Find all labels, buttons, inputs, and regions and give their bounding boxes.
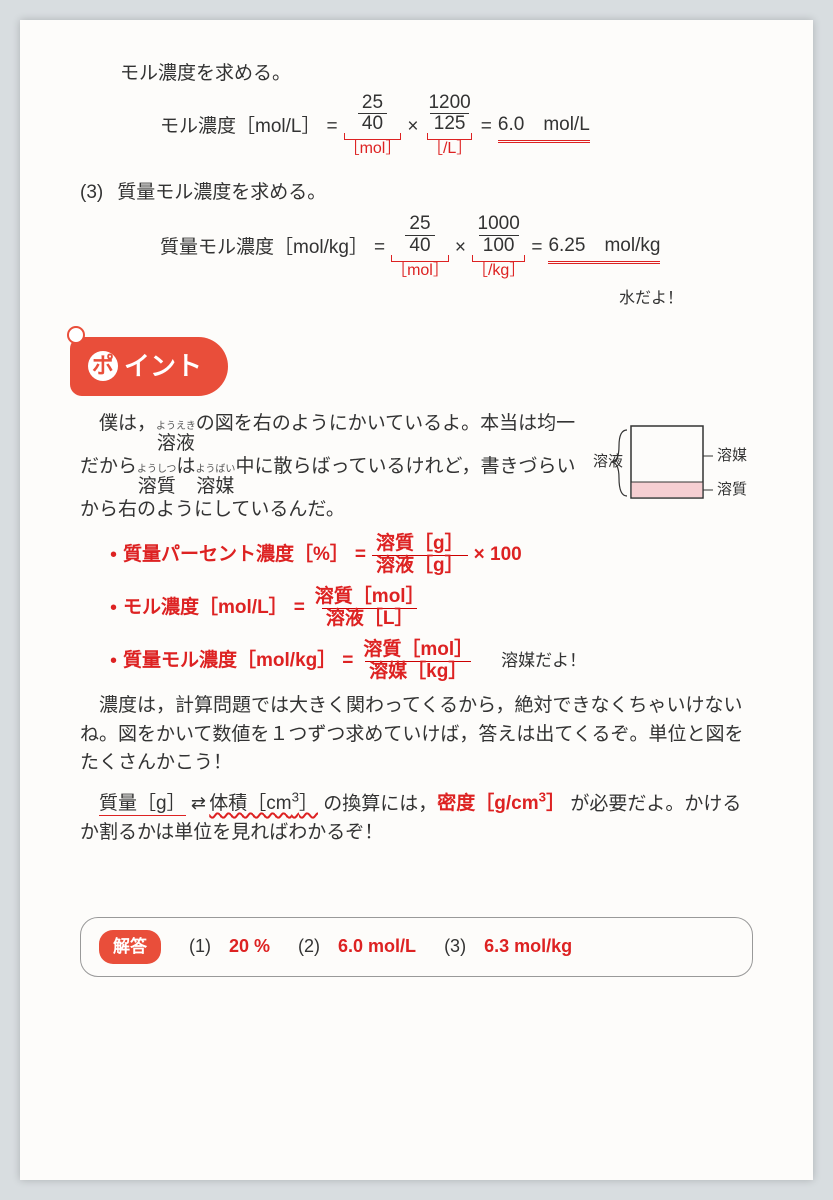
beaker-diagram: 溶液 溶媒 溶質	[593, 416, 753, 524]
item-number: (3)	[80, 179, 103, 208]
badge-po-char: ポ	[88, 351, 118, 381]
mol-concentration-equation: モル濃度［mol/L］ = 2540 ［mol］ × 1200125 ［/L］ …	[80, 93, 753, 162]
eq-label: 質量モル濃度［mol/kg］	[160, 234, 368, 263]
closing-paragraph-1: 濃度は，計算問題では大きく関わってくるから，絶対できなくちゃいけないね。図をかい…	[80, 692, 753, 778]
eq-label: モル濃度［mol/L］	[160, 113, 320, 142]
answer-box: 解答 (1) 20 % (2) 6.0 mol/L (3) 6.3 mol/kg	[80, 917, 753, 977]
point-badge: ポイント	[70, 337, 753, 396]
closing-paragraph-2: 質量［g］ ⇄ 体積［cm3］ の換算には，密度［g/cm3］ が必要だよ。かけ…	[80, 788, 753, 847]
molal-concentration-equation: 質量モル濃度［mol/kg］ = 2540 ［mol］ × 1000100 ［/…	[80, 214, 753, 283]
formula-molality: • 質量モル濃度［mol/kg］ = 溶質［mol］溶媒［kg］ 溶媒だよ！	[110, 640, 753, 683]
explanation-row: 僕は，ようえき溶液の図を右のようにかいているよ。本当は均一だからようしつ溶質はよ…	[80, 410, 753, 525]
badge-tail: イント	[124, 347, 202, 386]
beaker-r2-label: 溶質	[717, 480, 747, 498]
formula-molarity: • モル濃度［mol/L］ = 溶質［mol］溶液［L］	[110, 587, 753, 630]
unit-label: ［/L］	[427, 137, 472, 161]
beaker-r1-label: 溶媒	[717, 447, 747, 464]
heading-text: 質量モル濃度を求める。	[117, 179, 326, 208]
unit-label: ［mol］	[344, 137, 402, 161]
formula-mass-percent: • 質量パーセント濃度［%］ = 溶質［g］溶液［g］ × 100	[110, 534, 753, 577]
unit-label: ［mol］	[391, 259, 449, 283]
unit-label: ［/kg］	[472, 259, 525, 283]
explanation-text: 僕は，ようえき溶液の図を右のようにかいているよ。本当は均一だからようしつ溶質はよ…	[80, 410, 581, 525]
double-arrow-icon: ⇄	[191, 790, 204, 817]
answer-badge: 解答	[99, 930, 161, 964]
water-note: 水だよ！	[80, 287, 753, 311]
mol-concentration-intro: モル濃度を求める。	[80, 60, 753, 89]
solvent-note: 溶媒だよ！	[501, 648, 586, 674]
section-3-heading: (3) 質量モル濃度を求める。	[80, 179, 753, 208]
beaker-left-label: 溶液	[593, 453, 623, 470]
magnifier-icon	[64, 323, 94, 353]
textbook-page: モル濃度を求める。 モル濃度［mol/L］ = 2540 ［mol］ × 120…	[20, 20, 813, 1180]
